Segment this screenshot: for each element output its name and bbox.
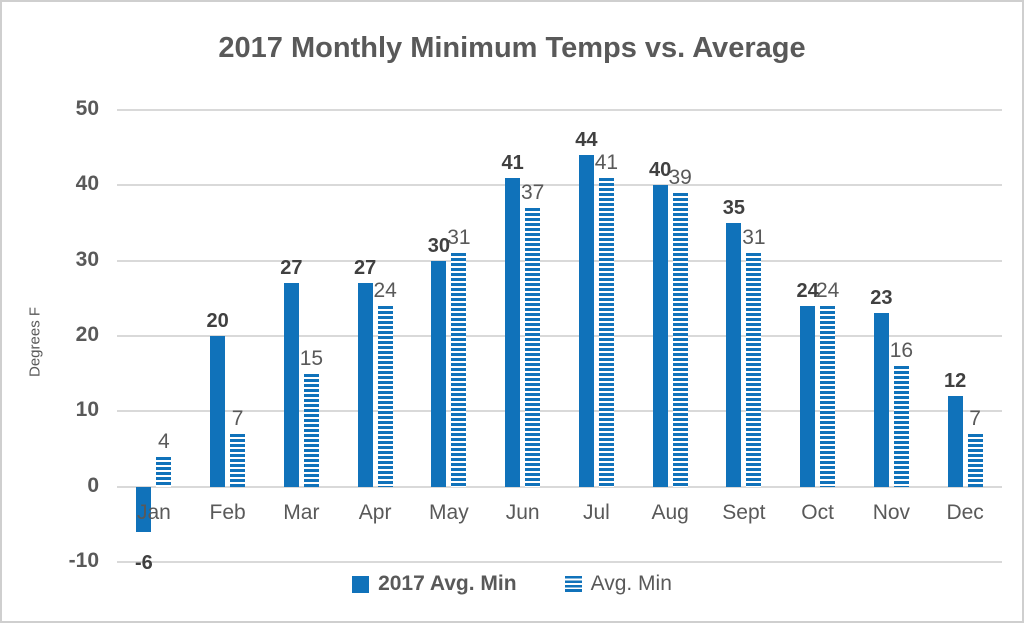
bar-2017-avg-min-sept[interactable] (726, 223, 742, 487)
bar-avg-min-mar[interactable] (303, 373, 319, 487)
plot-area: 50 40 30 20 10 0 -10 Jan -6 4 Feb 20 7 Mar 27 15 Apr 27 24… (69, 97, 1002, 574)
y-tick-label: 30 (75, 247, 99, 271)
data-label-2017-avg-min: -6 (134, 551, 153, 574)
gridline--10 (117, 561, 1002, 563)
data-label-2017-avg-min: 24 (796, 279, 819, 302)
bar-avg-min-apr[interactable] (377, 305, 393, 487)
legend: 2017 Avg. Min Avg. Min (2, 568, 1022, 600)
bar-2017-avg-min-jan[interactable] (136, 486, 152, 532)
bar-2017-avg-min-may[interactable] (431, 260, 447, 487)
data-label-avg-min: 31 (742, 226, 766, 250)
x-axis-label-nov: Nov (872, 500, 911, 524)
gridline-20 (117, 335, 1002, 337)
data-label-2017-avg-min: 12 (944, 370, 967, 393)
data-label-2017-avg-min: 30 (427, 234, 450, 257)
data-label-avg-min: 16 (889, 339, 914, 363)
data-label-2017-avg-min: 23 (870, 287, 893, 310)
x-axis-label-may: May (429, 500, 469, 524)
bar-2017-avg-min-aug[interactable] (652, 185, 668, 487)
data-label-avg-min: 24 (815, 278, 840, 302)
data-label-2017-avg-min: 20 (206, 310, 229, 332)
bar-2017-avg-min-nov[interactable] (873, 313, 889, 487)
gridline-30 (117, 259, 1002, 262)
bar-avg-min-jun[interactable] (525, 207, 541, 487)
chart-title: 2017 Monthly Minimum Temps vs. Average (218, 32, 806, 64)
gridline-0 (117, 485, 1002, 488)
data-label-avg-min: 7 (231, 406, 244, 430)
bar-avg-min-may[interactable] (451, 253, 467, 487)
bar-avg-min-sept[interactable] (746, 253, 762, 487)
x-axis-label-feb: Feb (209, 500, 246, 524)
bar-avg-min-oct[interactable] (820, 305, 836, 487)
data-label-avg-min: 31 (447, 226, 471, 250)
x-axis-label-aug: Aug (651, 500, 689, 524)
gridline-40 (117, 184, 1002, 187)
bar-avg-min-jul[interactable] (598, 177, 614, 487)
x-axis-label-dec: Dec (946, 500, 984, 524)
legend-label: Avg. Min (590, 572, 672, 595)
bar-avg-min-feb[interactable] (230, 433, 246, 487)
x-axis-label-jan: Jan (136, 500, 171, 524)
y-tick-label: 40 (75, 172, 99, 196)
data-label-2017-avg-min: 27 (354, 257, 377, 280)
data-label-avg-min: 15 (299, 346, 324, 370)
x-axis-label-apr: Apr (358, 500, 392, 524)
bar-2017-avg-min-mar[interactable] (283, 283, 299, 487)
bar-2017-avg-min-jul[interactable] (578, 155, 594, 487)
y-tick-label: 50 (75, 97, 99, 120)
x-axis-label-sept: Sept (722, 500, 766, 524)
bar-2017-avg-min-apr[interactable] (357, 283, 373, 487)
bar-2017-avg-min-oct[interactable] (800, 305, 816, 487)
data-label-2017-avg-min: 40 (649, 159, 672, 182)
data-label-2017-avg-min: 35 (722, 197, 745, 219)
y-tick-label: -10 (68, 549, 99, 572)
x-axis-label-jul: Jul (582, 500, 610, 524)
legend-label: 2017 Avg. Min (378, 572, 517, 595)
bar-2017-avg-min-feb[interactable] (210, 336, 226, 487)
x-axis-label-oct: Oct (801, 500, 834, 524)
data-label-2017-avg-min: 41 (501, 151, 524, 174)
data-label-avg-min: 4 (158, 429, 170, 453)
bar-avg-min-nov[interactable] (893, 366, 909, 487)
legend-swatch-striped-icon (564, 576, 582, 592)
data-label-avg-min: 39 (668, 165, 692, 189)
x-axis-label-mar: Mar (283, 500, 320, 524)
data-label-avg-min: 37 (520, 180, 545, 204)
y-tick-label: 0 (87, 473, 99, 497)
data-label-avg-min: 41 (594, 150, 619, 174)
bar-avg-min-jan[interactable] (156, 456, 172, 487)
data-label-2017-avg-min: 44 (575, 129, 598, 152)
legend-item-2017-avg-min[interactable]: 2017 Avg. Min (352, 572, 517, 596)
y-tick-label: 10 (75, 398, 99, 422)
legend-swatch-solid-icon (352, 575, 370, 593)
bar-avg-min-dec[interactable] (967, 433, 983, 487)
legend-item-avg-min[interactable]: Avg. Min (564, 572, 672, 596)
y-tick-label: 20 (75, 323, 99, 346)
bar-2017-avg-min-dec[interactable] (947, 396, 963, 487)
x-axis-label-jun: Jun (505, 500, 540, 524)
data-label-avg-min: 24 (373, 278, 397, 302)
data-label-avg-min: 7 (969, 406, 981, 430)
bar-2017-avg-min-jun[interactable] (505, 177, 521, 487)
data-label-2017-avg-min: 27 (280, 257, 303, 280)
gridline-50 (117, 109, 1002, 111)
bar-avg-min-aug[interactable] (672, 192, 688, 487)
gridline-10 (117, 410, 1002, 413)
